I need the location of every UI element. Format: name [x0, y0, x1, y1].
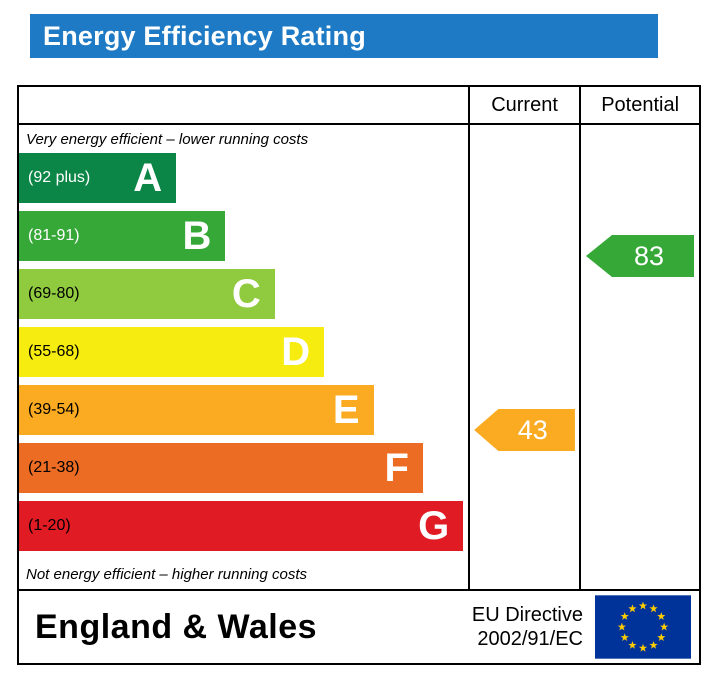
band-row-e: (39-54) E: [19, 385, 468, 435]
potential-rating-arrow: 83: [586, 235, 695, 277]
band-letter: G: [418, 504, 450, 548]
band-range-label: (92 plus): [28, 169, 91, 186]
bottom-note: Not energy efficient – higher running co…: [26, 565, 307, 583]
band-row-b: (81-91) B: [19, 211, 468, 261]
band-row-d: (55-68) D: [19, 327, 468, 377]
energy-rating-chart: Current Potential Very energy efficient …: [17, 85, 701, 665]
header-spacer: [19, 87, 468, 123]
current-rating-value: 43: [517, 414, 548, 445]
band-range-label: (81-91): [28, 227, 80, 244]
band-range-label: (1-20): [28, 517, 71, 534]
column-header-row: Current Potential: [19, 87, 699, 125]
bands-area: Very energy efficient – lower running co…: [19, 125, 468, 589]
band-letter: B: [182, 214, 212, 258]
page-title: Energy Efficiency Rating: [43, 20, 366, 51]
band-bar-g: (1-20) G: [19, 501, 464, 551]
band-range-label: (55-68): [28, 343, 80, 360]
current-rating-arrow: 43: [474, 409, 575, 451]
band-letter: D: [281, 330, 311, 374]
eu-directive-line2: 2002/91/EC: [477, 628, 583, 650]
band-letter: A: [133, 156, 163, 200]
band-row-f: (21-38) F: [19, 443, 468, 493]
title-bar: Energy Efficiency Rating: [30, 14, 658, 58]
region-label: England & Wales: [35, 607, 318, 646]
band-row-g: (1-20) G: [19, 501, 468, 551]
potential-rating-value: 83: [633, 240, 664, 271]
eu-directive-line1: EU Directive: [471, 604, 583, 626]
band-range-label: (21-38): [28, 459, 80, 476]
potential-column: 83: [579, 125, 699, 589]
band-bar-a: (92 plus) A: [19, 153, 177, 203]
footer: England & Wales EU Directive 2002/91/EC: [19, 589, 699, 663]
eu-directive-label: EU Directive 2002/91/EC: [472, 603, 583, 651]
band-letter: E: [332, 388, 360, 432]
band-row-c: (69-80) C: [19, 269, 468, 319]
band-bar-c: (69-80) C: [19, 269, 275, 319]
eu-flag-icon: [595, 595, 691, 659]
potential-column-header: Potential: [579, 87, 699, 123]
band-range-label: (69-80): [28, 285, 80, 302]
chart-body: Very energy efficient – lower running co…: [19, 125, 699, 589]
band-bar-b: (81-91) B: [19, 211, 226, 261]
top-note: Very energy efficient – lower running co…: [26, 130, 309, 148]
current-column: 43: [467, 125, 580, 589]
band-range-label: (39-54): [28, 401, 80, 418]
current-column-header: Current: [467, 87, 580, 123]
band-bar-e: (39-54) E: [19, 385, 374, 435]
band-letter: C: [231, 272, 261, 316]
band-bar-f: (21-38) F: [19, 443, 423, 493]
band-letter: F: [384, 446, 409, 490]
band-row-a: (92 plus) A: [19, 153, 468, 203]
band-bar-d: (55-68) D: [19, 327, 325, 377]
